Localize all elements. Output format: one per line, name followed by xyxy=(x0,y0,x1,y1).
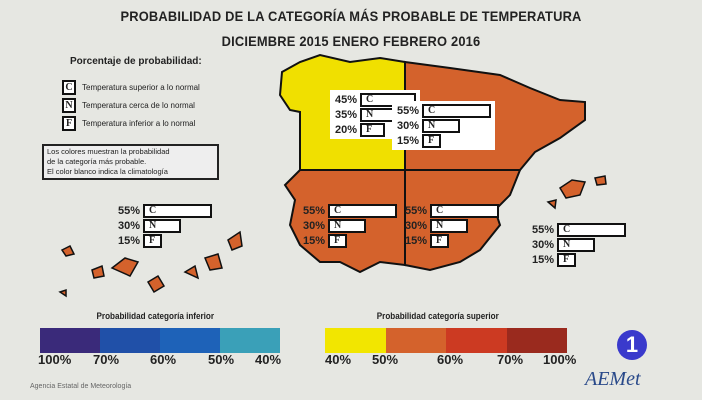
prob-value: 30% xyxy=(396,119,419,132)
prob-bar-F: F xyxy=(143,233,162,248)
prob-bar-F: F xyxy=(328,233,347,248)
scale-superior-title: Probabilidad categoría superior xyxy=(376,311,499,321)
prob-row-C: 55% C xyxy=(113,203,212,218)
scale-swatch xyxy=(446,328,507,353)
prob-bar-N: N xyxy=(557,237,595,252)
baleares xyxy=(546,175,607,210)
color-note: Los colores muestran la probabilidad de … xyxy=(42,144,219,180)
scale-label: 70% xyxy=(497,352,524,367)
prob-value: 35% xyxy=(334,108,357,121)
scale-swatch xyxy=(160,328,220,353)
prob-value: 30% xyxy=(404,219,427,232)
scale-inferior-title: Probabilidad categoría inferior xyxy=(96,311,215,321)
canarias xyxy=(58,230,243,298)
probability-box-noreste: 55% C 30% N 15% F xyxy=(392,101,495,150)
prob-row-F: 15% F xyxy=(392,133,491,148)
prob-bar-C: C xyxy=(422,103,491,118)
scale-label: 100% xyxy=(543,352,577,367)
prob-bar-F: F xyxy=(360,122,385,137)
prob-row-C: 55% C xyxy=(400,203,499,218)
channel-logo: 1 xyxy=(617,330,647,360)
prob-row-F: 15% F xyxy=(400,233,499,248)
scale-swatch xyxy=(220,328,280,353)
prob-bar-N: N xyxy=(328,218,366,233)
probability-box-sureste: 55% C 30% N 15% F xyxy=(400,203,499,248)
scale-label: 50% xyxy=(372,352,399,367)
prob-bar-F: F xyxy=(430,233,449,248)
prob-row-F: 15% F xyxy=(113,233,212,248)
legend-label: Temperatura cerca de lo normal xyxy=(82,101,195,110)
scale-label: 70% xyxy=(93,352,120,367)
aemet-logo: AEMet xyxy=(585,368,641,390)
prob-value: 55% xyxy=(302,204,325,217)
prob-value: 55% xyxy=(117,204,140,217)
scale-label: 60% xyxy=(150,352,177,367)
note-line: de la categoría más probable. xyxy=(47,157,147,166)
legend-item-c: C Temperatura superior a lo normal xyxy=(62,80,200,95)
prob-bar-F: F xyxy=(557,252,576,267)
scale-label: 100% xyxy=(38,352,72,367)
prob-row-F: 15% F xyxy=(298,233,397,248)
legend-key: N xyxy=(62,98,76,113)
probability-box-baleares: 55% C 30% N 15% F xyxy=(527,222,626,267)
map-subtitle: DICIEMBRE 2015 ENERO FEBRERO 2016 xyxy=(221,33,481,49)
prob-row-N: 30% N xyxy=(400,218,499,233)
prob-value: 30% xyxy=(302,219,325,232)
prob-row-N: 30% N xyxy=(113,218,212,233)
scale-label: 40% xyxy=(255,352,282,367)
prob-value: 55% xyxy=(404,204,427,217)
footer-credit: Agencia Estatal de Meteorología xyxy=(30,383,132,390)
scale-label: 60% xyxy=(437,352,464,367)
scale-superior xyxy=(325,328,567,353)
prob-row-N: 30% N xyxy=(298,218,397,233)
prob-row-C: 55% C xyxy=(298,203,397,218)
scale-swatch xyxy=(385,328,446,353)
prob-bar-C: C xyxy=(557,222,626,237)
prob-bar-C: C xyxy=(143,203,212,218)
scale-inferior xyxy=(40,328,280,353)
legend-key: C xyxy=(62,80,76,95)
probability-box-canarias: 55% C 30% N 15% F xyxy=(113,203,212,248)
prob-row-C: 45% C xyxy=(330,92,417,107)
prob-bar-N: N xyxy=(430,218,468,233)
prob-value: 30% xyxy=(117,219,140,232)
legend-item-n: N Temperatura cerca de lo normal xyxy=(62,98,195,113)
legend-label: Temperatura superior a lo normal xyxy=(82,83,200,92)
prob-bar-N: N xyxy=(143,218,181,233)
prob-row-C: 55% C xyxy=(527,222,626,237)
prob-value: 20% xyxy=(334,123,357,136)
legend-label: Temperatura inferior a lo normal xyxy=(82,119,196,128)
note-line: Los colores muestran la probabilidad xyxy=(47,147,170,156)
map-title: PROBABILIDAD DE LA CATEGORÍA MÁS PROBABL… xyxy=(120,8,582,24)
prob-bar-C: C xyxy=(328,203,397,218)
note-line: El color blanco indica la climatología xyxy=(47,167,168,176)
prob-row-C: 55% C xyxy=(392,103,491,118)
scale-swatch xyxy=(100,328,160,353)
legend-item-f: F Temperatura inferior a lo normal xyxy=(62,116,195,131)
legend-key: F xyxy=(62,116,76,131)
scale-label: 40% xyxy=(325,352,352,367)
prob-value: 45% xyxy=(334,93,357,106)
scale-swatch xyxy=(325,328,386,353)
prob-row-N: 30% N xyxy=(527,237,626,252)
prob-value: 55% xyxy=(531,223,554,236)
prob-bar-F: F xyxy=(422,133,441,148)
scale-swatch xyxy=(506,328,567,353)
prob-bar-N: N xyxy=(422,118,460,133)
prob-row-N: 30% N xyxy=(392,118,491,133)
prob-row-F: 15% F xyxy=(527,252,626,267)
probability-box-suroeste: 55% C 30% N 15% F xyxy=(298,203,397,248)
prob-value: 30% xyxy=(531,238,554,251)
prob-value: 15% xyxy=(396,134,419,147)
prob-value: 55% xyxy=(396,104,419,117)
prob-value: 15% xyxy=(531,253,554,266)
prob-row-F: 20% F xyxy=(330,122,416,137)
prob-value: 15% xyxy=(404,234,427,247)
prob-value: 15% xyxy=(302,234,325,247)
legend-title: Porcentaje de probabilidad: xyxy=(70,56,202,67)
prob-bar-C: C xyxy=(430,203,499,218)
scale-label: 50% xyxy=(208,352,235,367)
scale-swatch xyxy=(40,328,100,353)
prob-value: 15% xyxy=(117,234,140,247)
